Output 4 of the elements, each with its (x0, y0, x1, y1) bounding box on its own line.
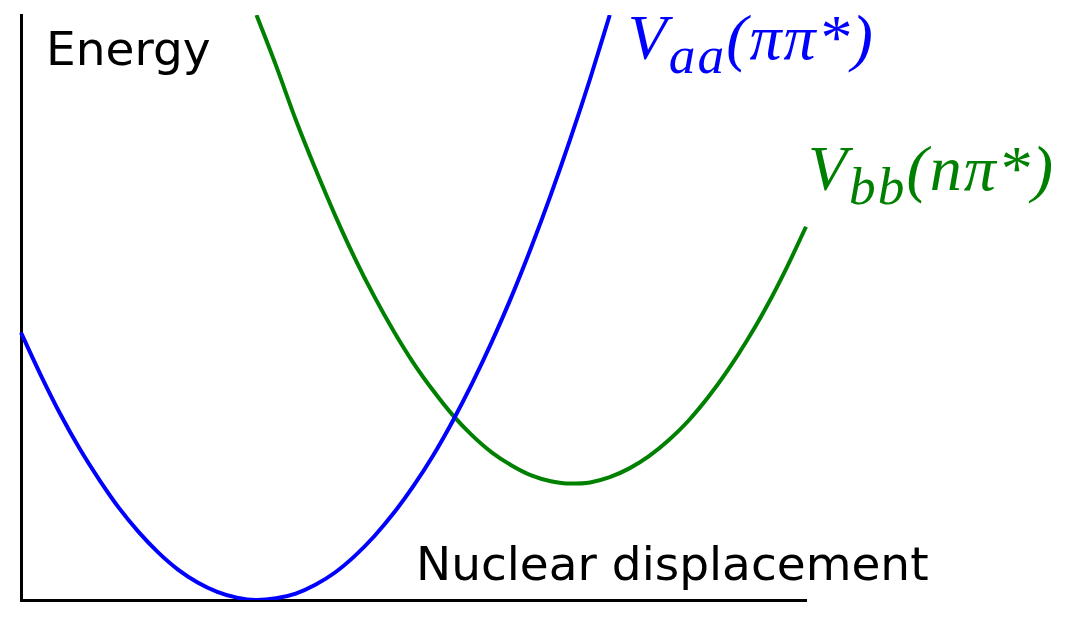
series-label: V$_{bb}$(nπ*) (808, 132, 1056, 216)
x-axis-title: Nuclear displacement (416, 536, 929, 591)
series-label: V$_{aa}$(ππ*) (627, 2, 875, 85)
y-axis-title: Energy (46, 21, 211, 76)
